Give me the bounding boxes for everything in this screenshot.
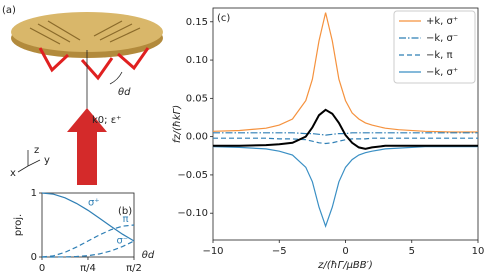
curve-label: σ⁺ bbox=[88, 197, 100, 208]
x-tick-label: −5 bbox=[272, 246, 287, 257]
y-tick-label: 0.05 bbox=[186, 93, 208, 104]
x-tick-label: 0 bbox=[39, 263, 45, 274]
coord-label: x bbox=[10, 168, 16, 179]
coord-label: z bbox=[34, 145, 39, 156]
total-force-line bbox=[213, 108, 478, 150]
beam-head bbox=[67, 108, 107, 132]
curve-label: π bbox=[122, 214, 128, 225]
y-tick-label: −0.10 bbox=[177, 208, 208, 219]
x-tick-label: 5 bbox=[409, 246, 415, 257]
angle-arc bbox=[109, 71, 123, 85]
coord-y bbox=[27, 159, 41, 167]
line-series bbox=[41, 224, 135, 258]
x-tick-label: 10 bbox=[472, 246, 484, 257]
x-tick-label: −10 bbox=[202, 246, 223, 257]
y-tick-label: 0 bbox=[31, 252, 37, 263]
x-tick-label: 0 bbox=[342, 246, 348, 257]
line-series bbox=[212, 146, 478, 229]
line-series bbox=[213, 137, 478, 145]
line-series bbox=[41, 192, 135, 242]
panel-label: (c) bbox=[217, 13, 230, 24]
x-tick-label: π/2 bbox=[126, 263, 142, 274]
panel-label: (b) bbox=[118, 206, 132, 217]
chip-top bbox=[11, 12, 163, 52]
y-tick-label: 0.15 bbox=[186, 17, 208, 28]
y-axis-label: proj. bbox=[13, 214, 24, 236]
x-tick-label: π/4 bbox=[80, 263, 96, 274]
legend-box bbox=[393, 10, 476, 84]
x-axis-label: θd bbox=[142, 250, 155, 261]
x-axis-label: z/(ħΓ/μBB′) bbox=[317, 260, 373, 271]
line-series bbox=[213, 132, 478, 136]
coord-label: y bbox=[44, 155, 50, 166]
panel-label: (a) bbox=[2, 5, 16, 16]
coord-x bbox=[17, 165, 29, 173]
beam-body bbox=[77, 130, 97, 185]
legend-label: −k, σ⁻ bbox=[426, 33, 458, 44]
curve-label: σ⁻ bbox=[116, 236, 128, 247]
y-tick-label: 1 bbox=[31, 188, 37, 199]
legend-label: −k, σ⁺ bbox=[426, 67, 458, 78]
legend-label: +k, σ⁺ bbox=[426, 16, 458, 27]
y-tick-label: 0.10 bbox=[186, 55, 208, 66]
legend-label: −k, π bbox=[426, 50, 453, 61]
grating bbox=[29, 20, 141, 45]
beam-label: k0; ε⁺ bbox=[92, 115, 121, 126]
angle-label: θd bbox=[118, 87, 131, 98]
panel-a: (a) θd k0; ε⁺ z y x bbox=[2, 5, 163, 185]
y-tick-label: 0.00 bbox=[186, 132, 208, 143]
y-axis-label: fz/(ħkΓ) bbox=[172, 105, 183, 143]
line-series bbox=[212, 12, 478, 133]
y-tick-label: −0.05 bbox=[177, 170, 208, 181]
